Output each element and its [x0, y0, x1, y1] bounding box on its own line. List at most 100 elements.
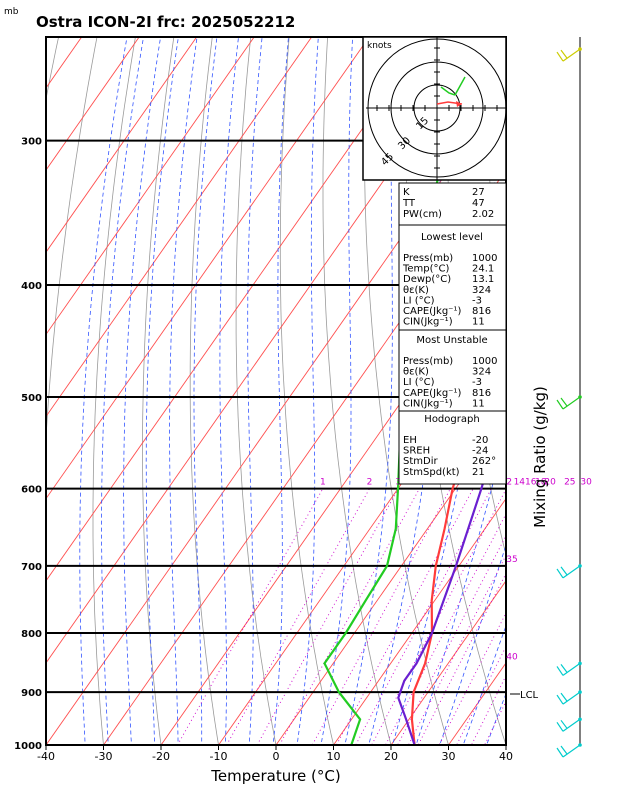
- index-value: 21: [472, 467, 485, 478]
- mb-unit-label: mb: [4, 7, 19, 17]
- index-key: CIN(Jkg⁻¹): [403, 317, 453, 328]
- mixing-ratio-line: [384, 512, 506, 745]
- wind-barb-flag: [560, 745, 568, 755]
- x-tick-label: 40: [499, 750, 513, 763]
- isotherm-line: [46, 37, 370, 500]
- index-key: θε(K): [403, 367, 429, 378]
- mixing-ratio-line: [278, 488, 420, 745]
- index-value: 1000: [472, 356, 497, 367]
- isotherm-line: [46, 37, 428, 582]
- dry-adiabat: [0, 0, 60, 770]
- x-tick-label: 20: [384, 750, 398, 763]
- isotherm-line: [46, 87, 506, 745]
- index-value: 1000: [472, 253, 497, 264]
- index-value: 11: [472, 317, 485, 328]
- dry-adiabat: [0, 0, 149, 770]
- hodograph-trace-mid: [454, 76, 466, 96]
- wind-barb-shaft: [562, 718, 581, 732]
- x-tick-label: 0: [273, 750, 280, 763]
- wind-barb-flag: [556, 694, 564, 705]
- wind-barb-flag: [556, 721, 564, 732]
- hodograph-title: knots: [367, 41, 392, 51]
- wind-barb-flag: [556, 399, 564, 410]
- index-key: θε(K): [403, 285, 429, 296]
- x-axis: -40 -30 -20 -10 0 10 20 30 40: [37, 745, 513, 763]
- isotherm-line: [275, 415, 506, 745]
- x-tick-label: -40: [37, 750, 55, 763]
- y-tick-label: 400: [21, 281, 42, 292]
- wind-barbs: [556, 47, 582, 758]
- index-value: -24: [472, 446, 488, 457]
- index-section-title: Lowest level: [421, 232, 483, 243]
- mixing-ratio-line: [397, 534, 506, 745]
- dry-adiabat: [517, 0, 618, 770]
- wind-barb-flag: [560, 397, 568, 407]
- isotherm-line: [46, 37, 485, 664]
- index-key: EH: [403, 435, 417, 446]
- index-value: -3: [472, 377, 482, 388]
- isotherm-line: [333, 497, 506, 745]
- moist-adiabat: [272, 37, 289, 745]
- dry-adiabat: [586, 0, 618, 770]
- dry-adiabat: [189, 37, 219, 745]
- wind-barb-shaft: [562, 744, 581, 758]
- index-key: StmDir: [403, 456, 438, 467]
- dry-adiabat: [279, 37, 334, 745]
- index-key: SREH: [403, 446, 430, 457]
- mixing-ratio-label: 14: [514, 478, 526, 488]
- index-value: 816: [472, 306, 491, 317]
- wind-barb-dot: [578, 564, 582, 568]
- mixing-ratio-line: [407, 554, 506, 745]
- dry-adiabat: [0, 0, 30, 770]
- y-tick-label: 500: [21, 393, 42, 404]
- index-value: 324: [472, 285, 491, 296]
- wind-barb-flag: [560, 566, 568, 576]
- isotherm-line: [46, 37, 198, 253]
- wind-barb-shaft: [562, 565, 581, 579]
- mixing-ratio-line: [176, 488, 324, 745]
- moist-adiabat: [145, 37, 179, 745]
- index-value: -3: [472, 295, 482, 306]
- profile-temperature: [410, 324, 506, 745]
- moist-adiabat: [169, 37, 198, 745]
- index-key: Press(mb): [403, 253, 453, 264]
- moist-adiabat: [101, 37, 144, 745]
- moist-adiabat: [79, 37, 128, 745]
- mixing-ratio-label: 30: [580, 478, 592, 488]
- index-key: LI (°C): [403, 295, 435, 306]
- mixing-ratio-label: 20: [544, 478, 556, 488]
- y-tick-label: 1000: [14, 741, 42, 752]
- isotherm-line: [218, 333, 506, 745]
- wind-barb-shaft: [562, 48, 581, 62]
- background-lines: [0, 0, 618, 770]
- hodograph: knots 15 30 45: [362, 36, 507, 181]
- mixing-ratio-axis-label: Mixing Ratio (g/kg): [531, 386, 549, 528]
- index-key: LI (°C): [403, 377, 435, 388]
- dry-adiabat: [46, 37, 60, 101]
- mixing-ratio-line: [256, 488, 399, 745]
- index-value: 11: [472, 398, 485, 409]
- index-key: StmSpd(kt): [403, 467, 460, 478]
- y-axis: 2003004005006007008009001000: [14, 137, 42, 752]
- lcl-label: LCL: [520, 690, 539, 701]
- mixing-ratio-label: 2: [367, 478, 373, 488]
- x-tick-label: -20: [152, 750, 170, 763]
- index-value: 13.1: [472, 274, 494, 285]
- dry-adiabat: [46, 37, 98, 745]
- isotherm-line: [546, 0, 618, 770]
- isotherm-line: [103, 169, 506, 745]
- wind-barb-flag: [560, 719, 568, 729]
- wind-barb-dot: [578, 661, 582, 666]
- dry-adiabat: [552, 0, 618, 770]
- x-tick-label: -30: [95, 750, 113, 763]
- index-value: 262°: [472, 456, 496, 467]
- dry-adiabat: [0, 0, 90, 770]
- wind-barb-flag: [556, 747, 564, 758]
- index-value: 816: [472, 388, 491, 399]
- moist-adiabat: [462, 624, 506, 745]
- storm-motion-arrow: [456, 101, 462, 107]
- index-key: TT: [402, 198, 416, 209]
- isotherm-line: [46, 37, 140, 171]
- y-tick-label: 300: [21, 137, 42, 148]
